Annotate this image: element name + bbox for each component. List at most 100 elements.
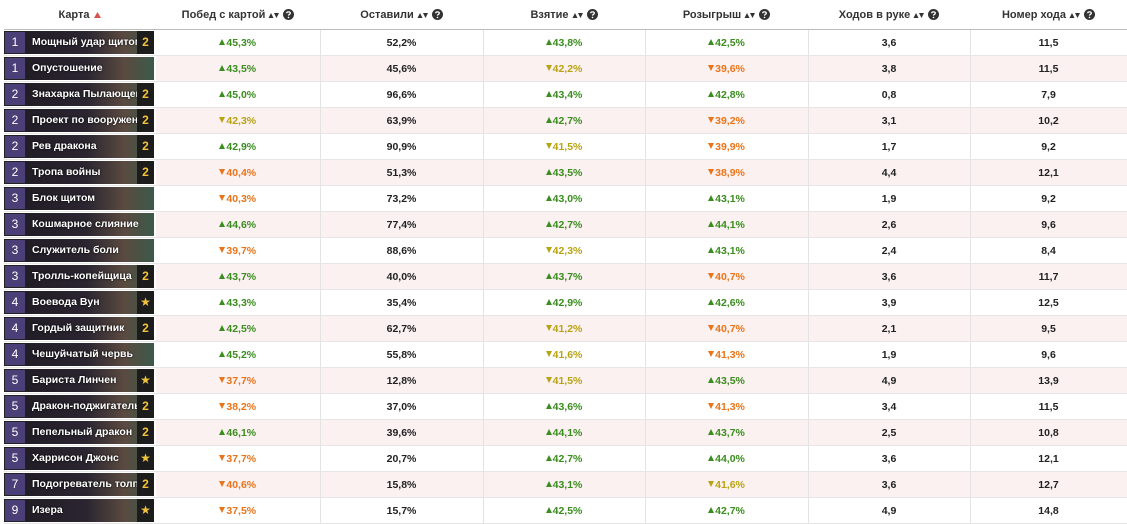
trend-value: 37,5% — [219, 505, 256, 517]
card-row[interactable]: 1 Опустошение 43,5% 45,6% 42,2% 39,6% 3,8 11,5 — [4, 55, 1127, 82]
card-row[interactable]: 5 Харрисон Джонс ★ 37,7% 20,7% 42,7% 44,0% 3,6 1… — [4, 445, 1127, 472]
card-tile[interactable]: 4 Воевода Вун ★ — [4, 290, 154, 314]
column-header[interactable]: Побед с картой — [156, 0, 320, 30]
card-tile[interactable]: 3 Служитель боли — [4, 238, 154, 262]
card-row[interactable]: 5 Бариста Линчен ★ 37,7% 12,8% 41,5% 43,5% 4,9 1… — [4, 367, 1127, 394]
sort-toggle[interactable] — [268, 10, 280, 19]
card-tile[interactable]: 1 Опустошение — [4, 56, 154, 80]
value: 12,5 — [1038, 296, 1059, 309]
value: 14,8 — [1038, 504, 1059, 517]
card-row[interactable]: 2 Рев дракона 2 42,9% 90,9% 41,5% 39,9% 1,7 9,2 — [4, 133, 1127, 160]
trend-value: 44,6% — [219, 219, 256, 231]
trend-value: 43,4% — [545, 89, 582, 101]
help-icon[interactable] — [283, 8, 295, 20]
percent: 43,5% — [552, 166, 583, 179]
trend-cell: 39,2% — [645, 107, 809, 134]
trend-value: 41,3% — [708, 401, 745, 413]
card-tile[interactable]: 2 Проект по вооружен... 2 — [4, 108, 154, 132]
value: 3,6 — [881, 270, 897, 283]
value: 77,4% — [386, 218, 417, 231]
card-row[interactable]: 4 Чешуйчатый червь 45,2% 55,8% 41,6% 41,3% 1,9… — [4, 341, 1127, 368]
trend-value: 44,1% — [545, 427, 582, 439]
trend-arrow — [708, 480, 715, 487]
card-row[interactable]: 4 Гордый защитник 2 42,5% 62,7% 41,2% 40,7% 2,1… — [4, 315, 1127, 342]
card-tile[interactable]: 3 Кошмарное слияние — [4, 212, 154, 236]
sort-toggle[interactable] — [417, 10, 428, 19]
trend-value: 42,7% — [545, 219, 582, 231]
percent: 43,7% — [226, 270, 257, 283]
card-row[interactable]: 2 Тропа войны 2 40,4% 51,3% 43,5% 38,9% 4,4 12,1 — [4, 159, 1127, 186]
value: 12,1 — [1038, 452, 1059, 465]
help-icon[interactable] — [759, 8, 771, 20]
trend-value: 43,1% — [545, 479, 582, 491]
trend-value: 41,3% — [708, 349, 745, 361]
card-row[interactable]: 3 Блок щитом 40,3% 73,2% 43,0% 43,1% 1,9 9,2 — [4, 185, 1127, 212]
card-tile[interactable]: 9 Изера ★ — [4, 498, 154, 522]
trend-arrow — [219, 428, 226, 435]
card-row[interactable]: 5 Пепельный дракон 2 46,1% 39,6% 44,1% 43,7% 2,… — [4, 419, 1127, 446]
value-cell: 3,9 — [808, 289, 971, 316]
column-header[interactable]: Номер хода — [970, 0, 1127, 30]
column-header[interactable]: Карта — [4, 0, 156, 30]
card-row[interactable]: 3 Тролль-копейщица 2 43,7% 40,0% 43,7% 40,7% 3,… — [4, 263, 1127, 290]
help-icon[interactable] — [928, 8, 940, 20]
card-row[interactable]: 3 Кошмарное слияние 44,6% 77,4% 42,7% 44,1% 2,… — [4, 211, 1127, 238]
card-tile[interactable]: 5 Пепельный дракон 2 — [4, 420, 154, 444]
percent: 44,1% — [715, 218, 745, 231]
percent: 43,8% — [552, 36, 583, 49]
value-cell: 12,1 — [970, 159, 1127, 186]
trend-cell: 42,2% — [483, 55, 646, 82]
sort-indicator[interactable] — [93, 10, 102, 19]
trend-arrow — [708, 220, 715, 227]
trend-cell: 45,3% — [156, 29, 321, 56]
column-header[interactable]: Оставили — [320, 0, 483, 30]
help-icon[interactable] — [586, 8, 598, 20]
card-row[interactable]: 7 Подогреватель толпы 2 40,6% 15,8% 43,1% 41,6… — [4, 471, 1127, 498]
card-tile[interactable]: 2 Рев дракона 2 — [4, 134, 154, 158]
card-tile[interactable]: 1 Мощный удар щитом 2 — [4, 30, 154, 54]
card-row[interactable]: 2 Знахарка Пылающег... 2 45,0% 96,6% 43,4% 42,… — [4, 81, 1127, 108]
trend-arrow — [708, 272, 715, 279]
sort-toggle[interactable] — [744, 10, 756, 19]
mana-cost: 4 — [4, 316, 26, 340]
value: 3,8 — [881, 62, 897, 75]
card-tile[interactable]: 2 Знахарка Пылающег... 2 — [4, 82, 154, 106]
help-icon[interactable] — [1084, 8, 1096, 20]
card-tile[interactable]: 5 Харрисон Джонс ★ — [4, 446, 154, 470]
trend-cell: 41,2% — [483, 315, 646, 342]
value-cell: 9,2 — [970, 185, 1127, 212]
trend-cell: 41,5% — [483, 367, 646, 394]
card-tile[interactable]: 2 Тропа войны 2 — [4, 160, 154, 184]
mana-cost: 2 — [4, 82, 26, 106]
card-tile[interactable]: 5 Дракон-поджигатель 2 — [4, 394, 154, 418]
value: 15,8% — [386, 478, 417, 491]
help-icon[interactable] — [431, 8, 443, 20]
percent: 42,3% — [226, 114, 257, 127]
card-count: ★ — [137, 446, 154, 470]
card-row[interactable]: 9 Изера ★ 37,5% 15,7% 42,5% 42,7% 4,9 14,8 — [4, 497, 1127, 524]
card-tile[interactable]: 4 Гордый защитник 2 — [4, 316, 154, 340]
card-tile[interactable]: 5 Бариста Линчен ★ — [4, 368, 154, 392]
column-header[interactable]: Взятие — [483, 0, 645, 30]
trend-arrow — [219, 168, 226, 175]
sort-toggle[interactable] — [572, 10, 583, 19]
card-count: ★ — [137, 498, 154, 522]
column-header[interactable]: Ходов в руке — [808, 0, 970, 30]
trend-arrow — [708, 168, 715, 175]
card-row[interactable]: 2 Проект по вооружен... 2 42,3% 63,9% 42,7% 39… — [4, 107, 1127, 134]
sort-toggle[interactable] — [913, 10, 925, 19]
sort-toggle[interactable] — [1069, 10, 1081, 19]
column-header[interactable]: Розыгрыш — [645, 0, 808, 30]
card-row[interactable]: 4 Воевода Вун ★ 43,3% 35,4% 42,9% 42,6% 3,9 12,5 — [4, 289, 1127, 316]
trend-cell: 43,7% — [483, 263, 646, 290]
card-tile[interactable]: 3 Тролль-копейщица 2 — [4, 264, 154, 288]
card-row[interactable]: 1 Мощный удар щитом 2 45,3% 52,2% 43,8% 42,5% 3… — [4, 29, 1127, 56]
value-cell: 8,4 — [970, 237, 1127, 264]
card-tile[interactable]: 7 Подогреватель толпы 2 — [4, 472, 154, 496]
card-row[interactable]: 5 Дракон-поджигатель 2 38,2% 37,0% 43,6% 41,3%… — [4, 393, 1127, 420]
value: 3,6 — [881, 36, 897, 49]
card-tile[interactable]: 3 Блок щитом — [4, 186, 154, 210]
card-tile[interactable]: 4 Чешуйчатый червь — [4, 342, 154, 366]
trend-cell: 43,6% — [483, 393, 646, 420]
card-row[interactable]: 3 Служитель боли 39,7% 88,6% 42,3% 43,1% 2,4 8,… — [4, 237, 1127, 264]
